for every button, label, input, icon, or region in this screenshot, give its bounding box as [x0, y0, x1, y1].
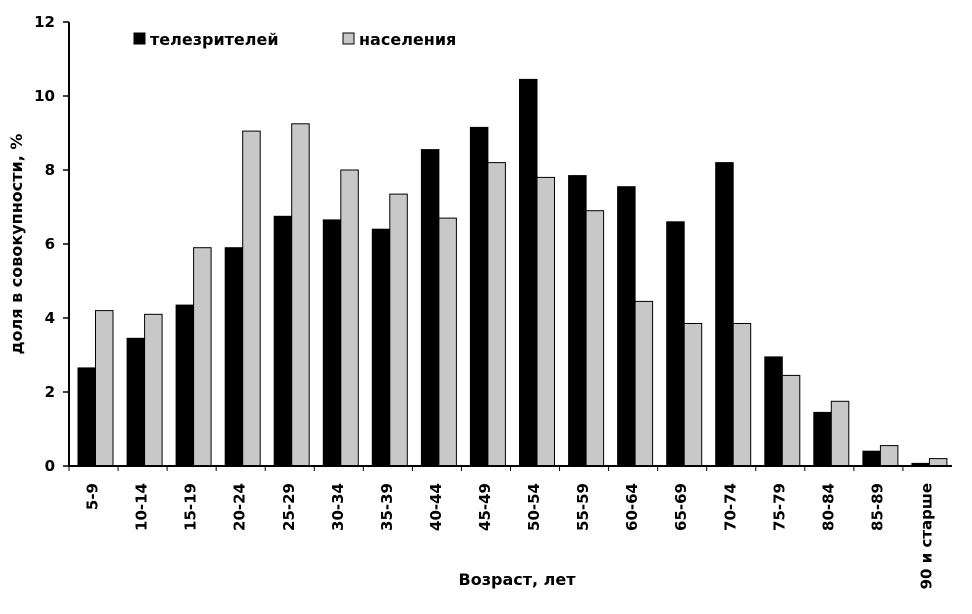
- x-axis-title: Возраст, лет: [459, 570, 577, 589]
- y-tick-label: 12: [34, 13, 55, 31]
- x-category-label: 60-64: [623, 483, 641, 531]
- bar-population-12: [683, 323, 703, 467]
- bar-viewers-0: [77, 367, 96, 467]
- bar-population-6: [389, 193, 408, 467]
- x-category-label: 55-59: [574, 483, 592, 531]
- bar-population-16: [879, 445, 899, 467]
- x-category-labels: 5-9 10-14 15-19 20-24 25-29 30-34 35-39 40-44 45…: [68, 466, 936, 589]
- legend-swatch-viewers: [133, 32, 146, 45]
- x-category-label: 5-9: [84, 483, 102, 510]
- bar-viewers-10: [568, 175, 587, 467]
- bar-viewers-1: [126, 337, 146, 467]
- bar-viewers-14: [764, 356, 783, 467]
- x-category-label: 25-29: [280, 483, 298, 531]
- x-category-label: 70-74: [721, 483, 739, 531]
- bar-population-3: [242, 130, 261, 467]
- bar-population-17: [928, 458, 948, 467]
- bar-population-2: [193, 247, 212, 467]
- y-tick-label: 8: [45, 161, 55, 179]
- bar-population-8: [487, 162, 506, 467]
- bar-population-15: [830, 400, 850, 467]
- x-category-label: 15-19: [182, 483, 200, 531]
- y-ticks: 0 2 4 6 8 10 12: [34, 13, 69, 475]
- x-category-label: 65-69: [672, 483, 690, 531]
- y-tick-label: 6: [45, 235, 55, 253]
- legend: телезрителей населения: [133, 30, 456, 49]
- bar-viewers-9: [519, 78, 538, 467]
- legend-label-population: населения: [359, 30, 456, 49]
- bar-population-0: [95, 310, 114, 467]
- x-category-label: 90 и старше: [918, 483, 936, 589]
- bar-viewers-16: [862, 450, 881, 467]
- y-axis-title: доля в совокупности, %: [7, 134, 26, 355]
- bar-population-5: [340, 169, 359, 467]
- bar-population-11: [634, 300, 654, 467]
- x-category-label: 85-89: [868, 483, 886, 531]
- bars-layer: [77, 78, 948, 467]
- x-category-label: 30-34: [329, 483, 347, 531]
- x-category-label: 10-14: [133, 483, 151, 531]
- y-tick-label: 2: [45, 383, 55, 401]
- bar-viewers-4: [273, 215, 293, 467]
- x-category-label: 80-84: [819, 483, 837, 531]
- x-category-label: 35-39: [378, 483, 396, 531]
- bar-population-10: [585, 210, 605, 467]
- bar-viewers-6: [371, 228, 391, 467]
- bar-population-9: [536, 176, 555, 467]
- bar-viewers-7: [420, 149, 440, 467]
- legend-swatch-population: [342, 32, 355, 45]
- bar-viewers-5: [322, 219, 342, 467]
- x-category-label: 40-44: [427, 483, 445, 531]
- y-tick-label: 0: [45, 457, 55, 475]
- y-tick-label: 4: [45, 309, 55, 327]
- bar-population-13: [732, 323, 752, 467]
- bar-viewers-3: [224, 247, 244, 467]
- y-tick-label: 10: [34, 87, 55, 105]
- bar-viewers-11: [617, 186, 636, 467]
- bar-population-7: [438, 217, 457, 467]
- bar-viewers-8: [469, 126, 489, 467]
- bar-viewers-15: [813, 411, 832, 467]
- bar-viewers-12: [666, 221, 685, 467]
- bar-viewers-2: [175, 304, 195, 467]
- x-category-label: 50-54: [525, 483, 543, 531]
- bar-population-1: [144, 313, 163, 467]
- bar-viewers-13: [715, 162, 734, 467]
- bar-population-4: [291, 123, 310, 467]
- legend-label-viewers: телезрителей: [150, 30, 279, 49]
- x-category-label: 20-24: [231, 483, 249, 531]
- x-category-label: 75-79: [770, 483, 788, 531]
- bar-population-14: [781, 374, 801, 467]
- x-category-label: 45-49: [476, 483, 494, 531]
